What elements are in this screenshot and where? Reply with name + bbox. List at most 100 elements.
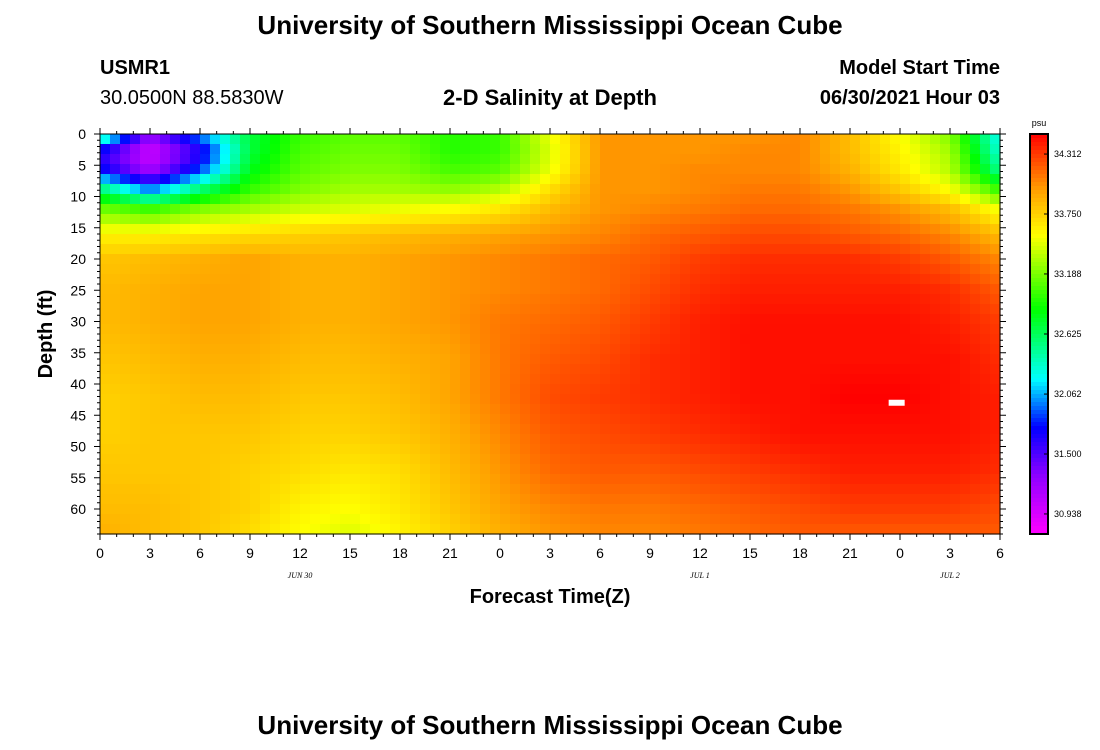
heatmap-cell: [270, 514, 281, 525]
heatmap-cell: [830, 144, 841, 155]
heatmap-cell: [310, 324, 321, 335]
heatmap-cell: [260, 244, 271, 255]
heatmap-cell: [650, 484, 661, 495]
heatmap-cell: [130, 254, 141, 265]
heatmap-cell: [180, 504, 191, 515]
heatmap-cell: [200, 484, 211, 495]
heatmap-cell: [150, 174, 161, 185]
heatmap-cell: [680, 244, 691, 255]
heatmap-cell: [320, 184, 331, 195]
heatmap-cell: [570, 144, 581, 155]
heatmap-cell: [590, 284, 601, 295]
heatmap-cell: [100, 134, 111, 145]
heatmap-cell: [880, 454, 891, 465]
colorbar-swatch: [1030, 494, 1048, 499]
heatmap-cell: [140, 454, 151, 465]
heatmap-cell: [270, 344, 281, 355]
heatmap-cell: [920, 414, 931, 425]
heatmap-cell: [330, 324, 341, 335]
heatmap-cell: [400, 514, 411, 525]
heatmap-cell: [130, 324, 141, 335]
heatmap-cell: [310, 344, 321, 355]
colorbar-swatch: [1030, 334, 1048, 339]
heatmap-cell: [940, 374, 951, 385]
heatmap-cell: [210, 204, 221, 215]
heatmap-cell: [850, 504, 861, 515]
heatmap-cell: [870, 464, 881, 475]
heatmap-cell: [270, 384, 281, 395]
heatmap-cell: [740, 384, 751, 395]
heatmap-cell: [270, 204, 281, 215]
heatmap-cell: [340, 454, 351, 465]
heatmap-cell: [190, 434, 201, 445]
heatmap-cell: [100, 164, 111, 175]
heatmap-cell: [590, 294, 601, 305]
heatmap-cell: [700, 354, 711, 365]
heatmap-cell: [890, 154, 901, 165]
heatmap-cell: [960, 484, 971, 495]
heatmap-cell: [580, 424, 591, 435]
heatmap-cell: [810, 354, 821, 365]
heatmap-cell: [870, 494, 881, 505]
heatmap-cell: [130, 294, 141, 305]
heatmap-cell: [230, 424, 241, 435]
heatmap-cell: [400, 464, 411, 475]
heatmap-cell: [820, 424, 831, 435]
heatmap-cell: [680, 344, 691, 355]
heatmap-cell: [130, 444, 141, 455]
heatmap-cell: [170, 274, 181, 285]
heatmap-cell: [520, 394, 531, 405]
heatmap-cell: [910, 404, 921, 415]
heatmap-cell: [110, 144, 121, 155]
heatmap-cell: [880, 474, 891, 485]
heatmap-cell: [470, 304, 481, 315]
heatmap-cell: [490, 454, 501, 465]
heatmap-cell: [820, 484, 831, 495]
heatmap-cell: [270, 424, 281, 435]
heatmap-cell: [250, 264, 261, 275]
heatmap-cell: [390, 224, 401, 235]
heatmap-cell: [180, 274, 191, 285]
heatmap-cell: [410, 284, 421, 295]
heatmap-cell: [400, 364, 411, 375]
heatmap-cell: [720, 324, 731, 335]
heatmap-cell: [320, 394, 331, 405]
heatmap-cell: [610, 384, 621, 395]
heatmap-cell: [370, 484, 381, 495]
heatmap-cell: [920, 284, 931, 295]
heatmap-cell: [910, 434, 921, 445]
heatmap-cell: [670, 484, 681, 495]
heatmap-cell: [250, 204, 261, 215]
heatmap-cell: [860, 324, 871, 335]
heatmap-cell: [800, 434, 811, 445]
heatmap-cell: [600, 244, 611, 255]
heatmap-cell: [300, 504, 311, 515]
colorbar-swatch: [1030, 138, 1048, 143]
heatmap-cell: [330, 364, 341, 375]
heatmap-cell: [200, 374, 211, 385]
colorbar-swatch: [1030, 354, 1048, 359]
heatmap-cell: [120, 344, 131, 355]
heatmap-cell: [760, 194, 771, 205]
heatmap-cell: [490, 284, 501, 295]
heatmap-cell: [780, 304, 791, 315]
heatmap-cell: [680, 354, 691, 365]
heatmap-cell: [480, 514, 491, 525]
heatmap-cell: [460, 524, 471, 535]
heatmap-cell: [230, 244, 241, 255]
heatmap-cell: [550, 404, 561, 415]
heatmap-cell: [640, 404, 651, 415]
heatmap-cell: [870, 264, 881, 275]
heatmap-cell: [340, 264, 351, 275]
heatmap-cell: [880, 274, 891, 285]
heatmap-cell: [360, 214, 371, 225]
heatmap-cell: [520, 154, 531, 165]
heatmap-cell: [140, 244, 151, 255]
heatmap-cell: [230, 234, 241, 245]
heatmap-cell: [650, 224, 661, 235]
heatmap-cell: [260, 484, 271, 495]
heatmap-cell: [290, 514, 301, 525]
x-tick-label: 21: [442, 545, 458, 561]
heatmap-cell: [760, 354, 771, 365]
heatmap-cell: [670, 344, 681, 355]
